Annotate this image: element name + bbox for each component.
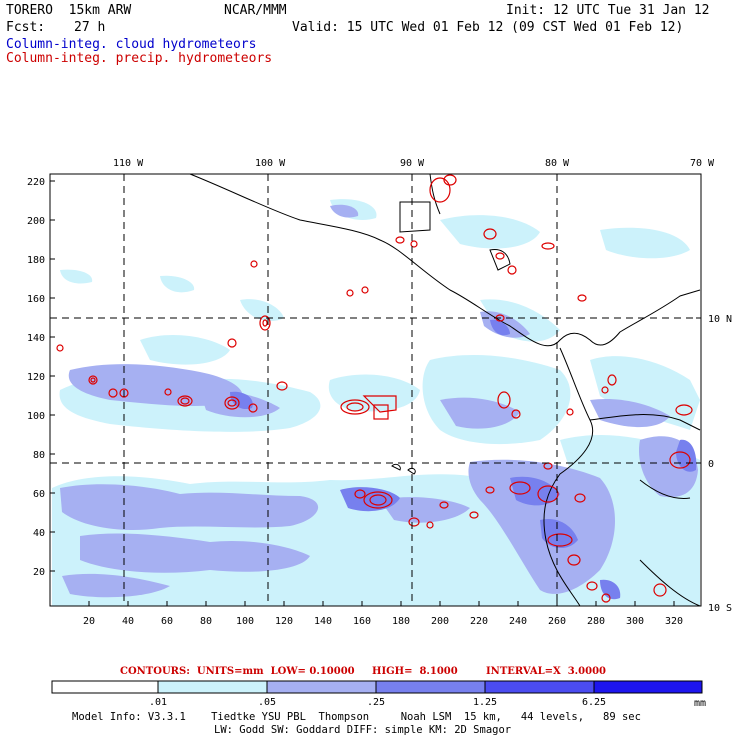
x-tick-label: 260 (548, 616, 566, 627)
colorbar-label: .05 (258, 697, 276, 708)
colorbar-label: 1.25 (473, 697, 497, 708)
colorbar-unit: mm (694, 698, 706, 709)
precip-contours (56, 174, 693, 603)
forecast-label: Fcst: (6, 20, 46, 35)
x-tick-label: 40 (122, 616, 134, 627)
model-info-line1: Model Info: V3.3.1 Tiedtke YSU PBL Thomp… (72, 711, 641, 723)
contour-high: HIGH= 8.1000 (372, 666, 458, 677)
field-cloud-label: Column-integ. cloud hydrometeors (6, 37, 257, 52)
x-tick-label: 300 (626, 616, 644, 627)
x-tick-labels: 20 40 60 80 100 120 140 160 180 200 220 … (83, 616, 683, 627)
lon-label-70w: 70 W (690, 158, 715, 169)
x-tick-label: 240 (509, 616, 527, 627)
lon-label-100w: 100 W (255, 158, 286, 169)
lat-label-10n: 10 N (708, 314, 732, 325)
lat-label-10s: 10 S (708, 603, 732, 614)
x-tick-label: 280 (587, 616, 605, 627)
colorbar-label: .25 (367, 697, 385, 708)
x-tick-label: 120 (275, 616, 293, 627)
y-tick-label: 200 (27, 216, 45, 227)
forecast-hour: 27 h (74, 20, 106, 35)
lon-label-80w: 80 W (545, 158, 570, 169)
y-tick-label: 60 (33, 489, 45, 500)
colorbar-label: .01 (149, 697, 167, 708)
x-tick-label: 20 (83, 616, 95, 627)
x-tick-label: 80 (200, 616, 212, 627)
y-tick-label: 120 (27, 372, 45, 383)
x-tick-label: 320 (665, 616, 683, 627)
contour-units: CONTOURS: UNITS=mm LOW= 0.10000 (120, 666, 355, 677)
colorbar: .01 .05 .25 1.25 6.25 mm (51, 680, 706, 709)
x-tick-label: 220 (470, 616, 488, 627)
colorbar-label: 6.25 (582, 697, 606, 708)
colorbar-swatch (484, 680, 595, 694)
org-label: NCAR/MMM (224, 3, 287, 18)
axis-ticks (50, 174, 702, 607)
colorbar-swatch (266, 680, 377, 694)
model-info-line2: LW: Godd SW: Goddard DIFF: simple KM: 2D… (214, 724, 512, 736)
colorbar-swatch (51, 680, 159, 694)
contour-interval: INTERVAL=X 3.0000 (486, 666, 606, 677)
x-tick-label: 180 (392, 616, 410, 627)
coastline (189, 173, 701, 607)
valid-time: Valid: 15 UTC Wed 01 Feb 12 (09 CST Wed … (292, 20, 684, 35)
x-tick-label: 200 (431, 616, 449, 627)
field-precip-label: Column-integ. precip. hydrometeors (6, 51, 273, 66)
y-tick-label: 220 (27, 177, 45, 188)
colorbar-swatch (375, 680, 486, 694)
y-tick-label: 80 (33, 450, 45, 461)
y-tick-label: 160 (27, 294, 45, 305)
x-tick-label: 100 (236, 616, 254, 627)
y-tick-label: 40 (33, 528, 45, 539)
model-title: TORERO 15km ARW (6, 3, 132, 18)
lon-label-110w: 110 W (113, 158, 144, 169)
cloud-shading-layer (52, 199, 700, 606)
map-frame (49, 173, 702, 607)
lat-label-0: 0 (708, 459, 714, 470)
lon-label-90w: 90 W (400, 158, 425, 169)
x-tick-label: 160 (353, 616, 371, 627)
y-tick-label: 140 (27, 333, 45, 344)
x-tick-label: 140 (314, 616, 332, 627)
y-tick-label: 20 (33, 567, 45, 578)
y-tick-label: 100 (27, 411, 45, 422)
x-tick-label: 60 (161, 616, 173, 627)
init-time: Init: 12 UTC Tue 31 Jan 12 (506, 3, 710, 18)
y-tick-label: 180 (27, 255, 45, 266)
y-tick-labels: 220 200 180 160 140 120 100 80 60 40 20 (27, 177, 45, 578)
graticule (50, 174, 701, 606)
colorbar-swatch (593, 680, 703, 694)
colorbar-swatch (157, 680, 268, 694)
